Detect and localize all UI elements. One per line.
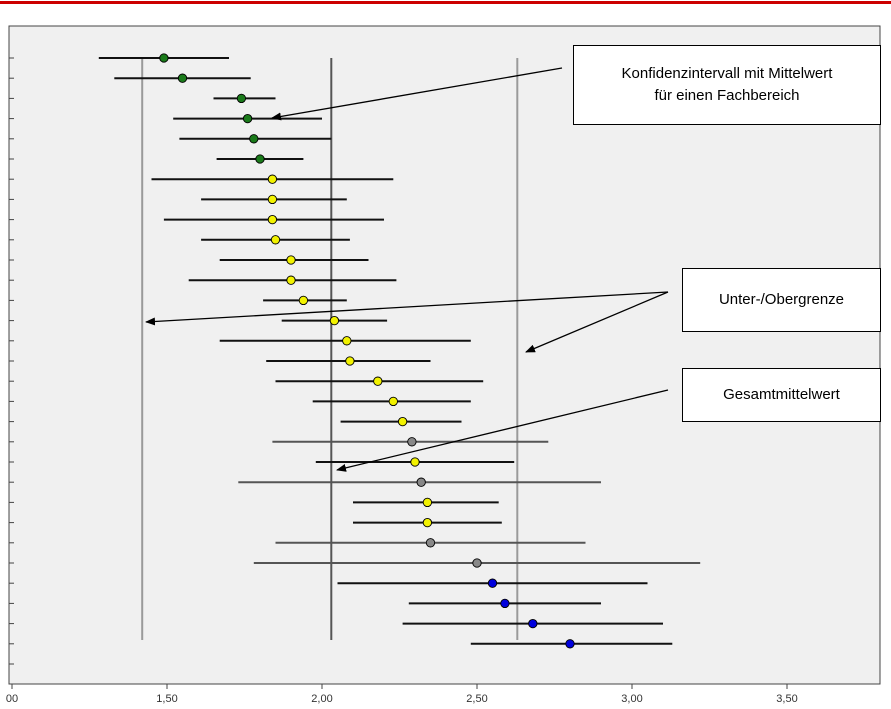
interval-mean-point — [270, 235, 281, 245]
x-tick-label: 00 — [6, 693, 18, 705]
x-tick-label: 3,50 — [776, 693, 797, 705]
callout-overall-text: Gesamtmittelwert — [723, 386, 840, 404]
interval-mean-point — [388, 396, 398, 407]
interval-mean-point — [565, 639, 575, 649]
x-tick-label: 2,50 — [466, 693, 487, 705]
interval-mean-point — [345, 356, 355, 366]
interval-mean-point — [242, 113, 253, 124]
interval-mean-point — [425, 538, 436, 548]
x-tick-label: 3,00 — [621, 693, 642, 705]
callout-arrow — [336, 389, 669, 472]
callout-bounds-text: Unter-/Obergrenze — [718, 291, 845, 309]
callout-ci-line1: Konfidenzintervall mit Mittelwert — [621, 65, 833, 83]
interval-mean-point — [267, 174, 278, 184]
interval-mean-point — [236, 93, 247, 104]
interval-mean-point — [500, 598, 510, 609]
interval-mean-point — [528, 618, 538, 629]
interval-mean-point — [397, 416, 408, 427]
callout-confidence-interval: Konfidenzintervall mit Mittelwert für ei… — [573, 45, 881, 125]
interval-mean-point — [422, 517, 433, 528]
interval-mean-point — [267, 194, 278, 205]
callout-arrow — [271, 67, 563, 121]
interval-mean-point — [159, 53, 169, 63]
callout-arrows — [145, 67, 669, 472]
interval-mean-point — [177, 73, 188, 83]
interval-mean-point — [267, 214, 278, 225]
interval-series — [98, 53, 701, 649]
interval-mean-point — [255, 154, 265, 164]
interval-mean-point — [286, 255, 296, 265]
interval-mean-point — [373, 376, 383, 386]
callout-arrow — [145, 291, 669, 326]
interval-mean-point — [286, 275, 296, 285]
interval-mean-point — [298, 295, 309, 306]
header-rule — [0, 1, 891, 4]
interval-mean-point — [422, 497, 433, 508]
interval-mean-point — [342, 336, 352, 346]
interval-mean-point — [249, 134, 259, 144]
x-tick-label: 1,50 — [156, 693, 177, 705]
callout-ci-line2: für einen Fachbereich — [654, 87, 800, 104]
y-axis-ticks — [9, 57, 14, 665]
x-tick-label: 2,00 — [311, 693, 332, 705]
interval-mean-point — [329, 315, 340, 326]
interval-mean-point — [472, 558, 482, 568]
plot-area — [8, 25, 881, 685]
interval-mean-point — [410, 457, 420, 467]
x-axis-ticks: 00 1,50 2,00 2,50 3,00 3,50 — [6, 684, 798, 705]
interval-mean-point — [407, 437, 417, 447]
interval-mean-point — [487, 578, 498, 588]
callout-overall-mean: Gesamtmittelwert — [682, 368, 881, 422]
interval-mean-point — [416, 477, 426, 487]
callout-bounds: Unter-/Obergrenze — [682, 268, 881, 332]
callout-arrow — [525, 291, 669, 353]
